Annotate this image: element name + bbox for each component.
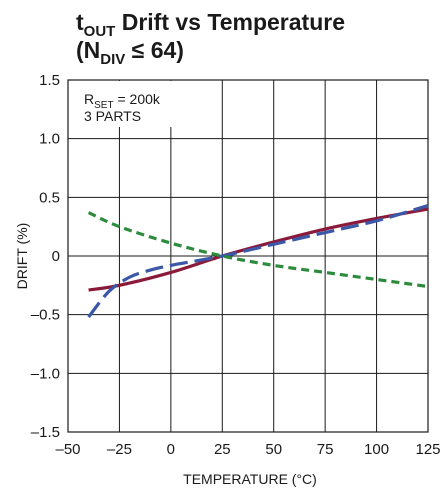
grid: [67, 79, 429, 433]
y-tick-label: 1.0: [39, 131, 60, 148]
x-tick-label: 50: [265, 441, 282, 458]
series-line-3: [87, 211, 429, 289]
x-tick-label: –25: [107, 441, 132, 458]
x-tick-label: 75: [317, 441, 334, 458]
series-lines: [87, 204, 429, 319]
y-tick-label: 0.5: [39, 189, 60, 206]
y-tick-label: –1.0: [31, 365, 60, 382]
y-tick-label: –0.5: [31, 307, 60, 324]
series-line-2: [87, 204, 429, 319]
x-tick-label: –50: [55, 441, 80, 458]
y-tick-label: 1.5: [39, 72, 60, 89]
chart-title-line1: tOUT Drift vs Temperature: [76, 9, 345, 40]
annotation-rset: RSET = 200k: [84, 91, 161, 111]
annotation-parts: 3 PARTS: [84, 108, 141, 124]
y-tick-label: –1.5: [31, 424, 60, 441]
annotation-box: [69, 81, 191, 127]
y-axis-label: DRIFT (%): [14, 223, 30, 290]
tick-labels: –50 –25 0 25 50 75 100 125 1.5 1.0 0.5 0 –0.5 –1.0 –1.…: [31, 72, 441, 458]
x-axis-label: TEMPERATURE (°C): [183, 471, 317, 487]
x-tick-label: 0: [167, 441, 175, 458]
x-tick-label: 100: [364, 441, 389, 458]
plot-border: [67, 79, 429, 433]
x-tick-label: 25: [214, 441, 231, 458]
y-tick-label: 0: [52, 248, 60, 265]
chart-title-line2: (NDIV ≤ 64): [76, 37, 184, 68]
x-tick-label: 125: [415, 441, 440, 458]
